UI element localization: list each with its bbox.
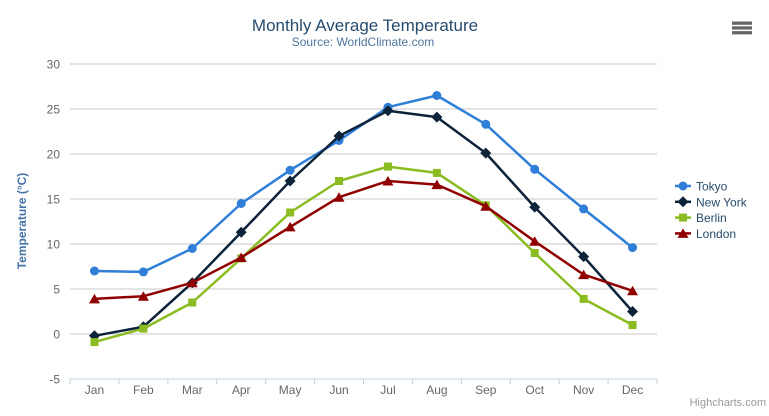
- data-point-new-york-dec[interactable]: [627, 306, 639, 317]
- series-line-berlin: [93, 165, 634, 344]
- data-point-london-feb[interactable]: [137, 291, 149, 301]
- data-point-berlin-jun[interactable]: [335, 177, 344, 185]
- legend-item-berlin[interactable]: Berlin: [675, 211, 727, 225]
- y-tick-label: 25: [47, 103, 61, 117]
- x-tick-label: Jul: [380, 383, 395, 397]
- chart-title: Monthly Average Temperature: [252, 16, 478, 35]
- data-point-berlin-aug[interactable]: [432, 168, 441, 177]
- y-tick-label: 10: [47, 238, 61, 252]
- x-tick-label: Feb: [133, 383, 154, 397]
- data-point-london-jul[interactable]: [382, 176, 394, 186]
- data-point-berlin-mar[interactable]: [188, 298, 197, 307]
- y-tick-label: 15: [47, 193, 61, 207]
- data-point-new-york-nov[interactable]: [578, 251, 590, 263]
- data-point-new-york-aug[interactable]: [431, 111, 443, 123]
- data-point-berlin-oct[interactable]: [530, 249, 539, 257]
- data-point-new-york-jun[interactable]: [333, 130, 345, 142]
- y-tick-label: 5: [53, 283, 60, 297]
- x-tick-label: Sep: [475, 383, 497, 397]
- data-point-new-york-apr[interactable]: [235, 226, 247, 238]
- export-menu-button[interactable]: [728, 16, 756, 40]
- legend-item-london[interactable]: London: [675, 227, 736, 241]
- x-tick-label: Nov: [573, 383, 594, 397]
- data-point-london-apr[interactable]: [235, 252, 247, 263]
- data-point-london-nov[interactable]: [578, 269, 590, 280]
- x-tick-label: Apr: [232, 383, 251, 397]
- data-point-new-york-oct[interactable]: [529, 201, 541, 213]
- data-point-tokyo-nov[interactable]: [579, 204, 589, 214]
- plot-area: -5 0 5 10 15 20 25 30 Jan Feb Mar Apr May Jun Jul Aug Se…: [47, 58, 658, 397]
- highcharts-credit-link[interactable]: Highcharts.com: [690, 397, 766, 409]
- series-line-new-york: [93, 109, 634, 338]
- data-point-tokyo-apr[interactable]: [236, 199, 246, 208]
- data-point-tokyo-may[interactable]: [285, 165, 295, 175]
- y-tick-label: 0: [53, 328, 60, 342]
- data-point-london-may[interactable]: [284, 221, 296, 232]
- hamburger-icon: [732, 21, 752, 35]
- legend-square-icon: [679, 213, 687, 222]
- legend-label: London: [696, 227, 736, 241]
- series-line-tokyo: [93, 94, 634, 274]
- legend-item-tokyo[interactable]: Tokyo: [675, 180, 728, 194]
- data-point-berlin-may[interactable]: [286, 208, 295, 217]
- data-point-london-jun[interactable]: [333, 192, 345, 202]
- x-tick-label: Oct: [525, 383, 544, 397]
- y-tick-label: 30: [47, 58, 61, 72]
- data-point-london-oct[interactable]: [529, 236, 541, 246]
- data-point-tokyo-oct[interactable]: [530, 164, 540, 174]
- legend-label: Tokyo: [696, 180, 728, 194]
- x-tick-label: Mar: [182, 383, 203, 397]
- data-point-london-sep[interactable]: [480, 201, 492, 211]
- data-point-berlin-nov[interactable]: [579, 294, 588, 303]
- legend-label: Berlin: [696, 211, 727, 225]
- data-point-berlin-jan[interactable]: [90, 338, 99, 347]
- data-point-london-dec[interactable]: [627, 285, 639, 296]
- data-point-tokyo-feb[interactable]: [138, 267, 148, 277]
- data-point-tokyo-mar[interactable]: [187, 244, 197, 253]
- data-point-london-mar[interactable]: [186, 277, 198, 288]
- data-point-berlin-dec[interactable]: [628, 321, 637, 329]
- data-point-tokyo-dec[interactable]: [628, 243, 638, 253]
- data-point-berlin-feb[interactable]: [139, 324, 148, 333]
- legend-triangle-icon: [677, 228, 689, 238]
- x-tick-label: Dec: [622, 383, 643, 397]
- data-point-london-jan[interactable]: [88, 293, 100, 304]
- x-tick-label: Jan: [85, 383, 104, 397]
- legend-diamond-icon: [677, 196, 689, 208]
- y-tick-label: -5: [49, 373, 60, 387]
- y-axis-title: Temperature (°C): [15, 173, 29, 270]
- data-point-new-york-jul[interactable]: [382, 105, 394, 117]
- x-tick-label: May: [279, 383, 302, 397]
- data-point-new-york-sep[interactable]: [480, 147, 492, 159]
- legend-label: New York: [696, 195, 748, 209]
- data-point-tokyo-sep[interactable]: [481, 119, 491, 129]
- data-point-london-aug[interactable]: [431, 179, 443, 190]
- data-point-new-york-may[interactable]: [284, 175, 296, 187]
- data-point-tokyo-aug[interactable]: [432, 91, 442, 100]
- series-line-london: [93, 179, 634, 301]
- chart-subtitle: Source: WorldClimate.com: [292, 35, 435, 49]
- y-tick-label: 20: [47, 148, 61, 162]
- data-point-tokyo-jan[interactable]: [89, 266, 99, 276]
- x-tick-label: Jun: [329, 383, 348, 397]
- legend-circle-icon: [678, 181, 688, 191]
- x-tick-label: Aug: [426, 383, 447, 397]
- data-point-berlin-jul[interactable]: [383, 162, 392, 171]
- legend-item-new-york[interactable]: New York: [675, 195, 748, 209]
